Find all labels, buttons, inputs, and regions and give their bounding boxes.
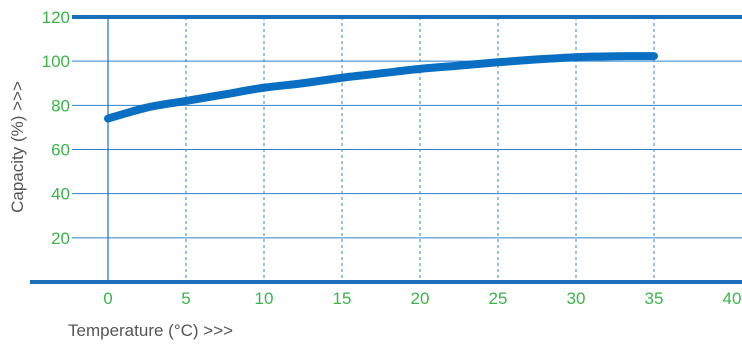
y-tick-label-120: 120 [42, 8, 70, 27]
y-tick-label-80: 80 [51, 96, 70, 115]
x-axis-title: Temperature (°C) >>> [68, 321, 233, 340]
axis-layer [30, 15, 742, 284]
y-tick-label-100: 100 [42, 52, 70, 71]
y-tick-label-60: 60 [51, 141, 70, 160]
y-tick-label-20: 20 [51, 229, 70, 248]
x-tick-label-0: 0 [103, 289, 112, 308]
label-layer: Temperature (°C) >>> Capacity (%) >>> 20… [8, 8, 741, 340]
x-tick-label-15: 15 [333, 289, 352, 308]
x-tick-label-5: 5 [181, 289, 190, 308]
series-layer [104, 52, 658, 123]
x-tick-label-10: 10 [255, 289, 274, 308]
x-tick-label-25: 25 [489, 289, 508, 308]
y-tick-label-40: 40 [51, 185, 70, 204]
y-axis-title: Capacity (%) >>> [8, 81, 27, 213]
series-line-0 [104, 52, 658, 123]
x-tick-label-20: 20 [411, 289, 430, 308]
x-tick-label-30: 30 [567, 289, 586, 308]
x-tick-label-35: 35 [645, 289, 664, 308]
x-tick-label-40: 40 [723, 289, 742, 308]
